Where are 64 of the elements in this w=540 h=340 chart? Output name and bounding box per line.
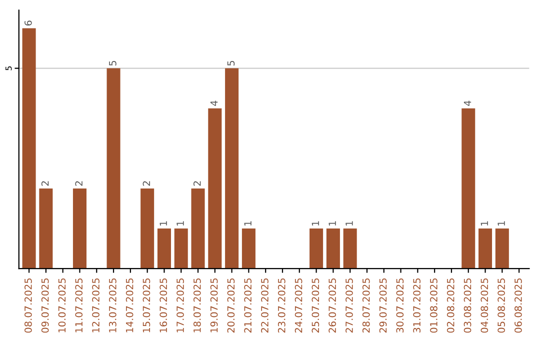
x-tick-label: 06.08.2025: [514, 278, 522, 333]
data-label: 6: [24, 20, 32, 26]
x-tick-label: 12.07.2025: [92, 278, 100, 332]
data-label: 1: [244, 221, 252, 226]
x-tick-label: 14.07.2025: [126, 278, 134, 332]
bar: [39, 188, 53, 269]
bar: [242, 228, 256, 269]
data-label: 1: [312, 221, 319, 226]
x-tick-label: 16.07.2025: [160, 278, 168, 332]
data-label: 1: [480, 221, 488, 226]
bar: [343, 228, 357, 269]
x-tick-label: 05.08.2025: [498, 278, 505, 333]
x-tick-label: 25.07.2025: [312, 278, 320, 333]
data-label: 1: [160, 221, 167, 226]
bar: [157, 228, 171, 269]
x-tick-label: 18.07.2025: [193, 278, 201, 332]
x-tick-label: 24.07.2025: [294, 278, 302, 333]
bar: [495, 228, 509, 269]
bar: [310, 228, 324, 269]
bar: [208, 108, 222, 269]
x-tick-label: 02.08.2025: [446, 278, 454, 333]
data-label: 1: [498, 221, 505, 226]
x-tick-label: 26.07.2025: [328, 278, 336, 333]
bar: [191, 188, 205, 269]
data-label: 1: [176, 221, 184, 226]
x-tick-label: 01.08.2025: [430, 278, 438, 333]
x-tick-label: 08.07.2025: [24, 278, 32, 333]
data-label: 1: [346, 221, 353, 226]
data-label: 2: [41, 181, 49, 186]
x-tick-label: 29.07.2025: [379, 278, 387, 333]
x-tick-label: 28.07.2025: [362, 278, 370, 333]
x-tick-label: 23.07.2025: [278, 278, 286, 333]
x-tick-label: 27.07.2025: [346, 278, 353, 333]
x-tick-label: 09.07.2025: [41, 278, 49, 333]
x-tick-label: 04.08.2025: [480, 278, 488, 333]
bar: [174, 228, 188, 269]
bar: [225, 68, 239, 269]
bar: [72, 188, 86, 269]
x-tick-label: 19.07.2025: [210, 278, 218, 332]
bar: [106, 68, 120, 269]
x-tick-label: 22.07.2025: [261, 278, 268, 333]
x-tick-label: 11.07.2025: [75, 278, 83, 332]
x-tick-label: 20.07.2025: [227, 278, 235, 333]
data-label: 2: [193, 181, 201, 186]
bar: [478, 228, 492, 269]
data-label: 5: [109, 60, 116, 66]
x-tick-label: 03.08.2025: [464, 278, 472, 333]
data-label: 5: [227, 60, 235, 66]
data-label: 2: [142, 181, 150, 186]
bar: [22, 28, 36, 269]
x-tick-label: 30.07.2025: [396, 278, 404, 333]
data-label: 4: [210, 100, 218, 106]
x-tick-label: 10.07.2025: [58, 278, 66, 332]
bar: [462, 108, 476, 269]
x-tick-label: 21.07.2025: [244, 278, 252, 333]
x-tick-label: 13.07.2025: [108, 278, 116, 332]
bar: [140, 188, 154, 269]
x-tick-label: 15.07.2025: [142, 278, 150, 332]
data-label: 2: [75, 181, 82, 186]
data-label: 4: [464, 100, 472, 106]
x-tick-label: 31.07.2025: [413, 278, 420, 333]
bar: [326, 228, 340, 269]
data-label: 1: [328, 221, 336, 226]
x-tick-label: 17.07.2025: [176, 278, 184, 332]
